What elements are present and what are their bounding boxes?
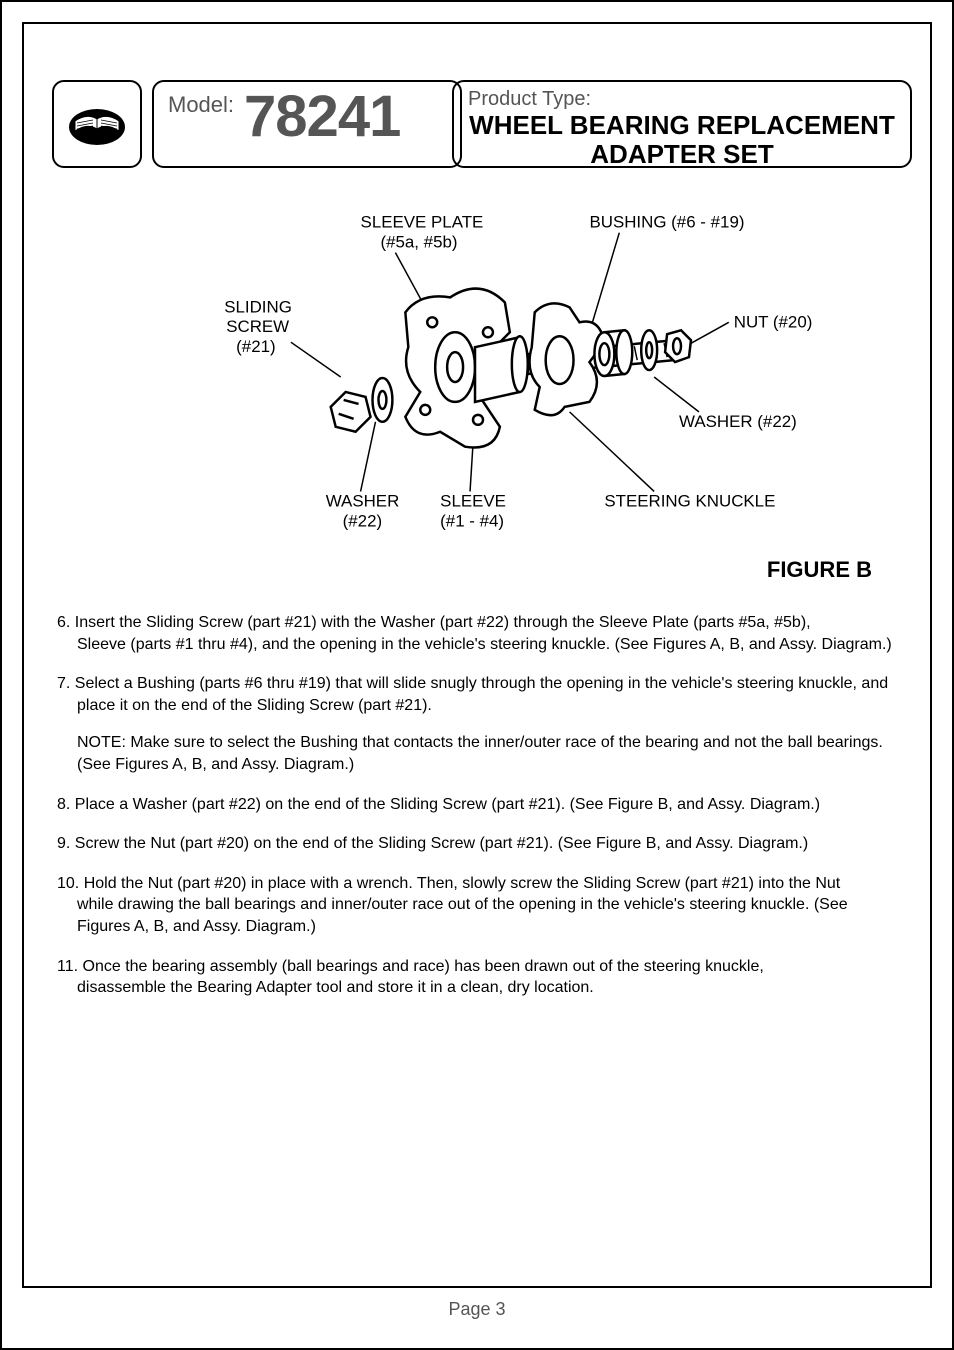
label-sliding-parts: (#21) (236, 337, 275, 356)
label-nut: NUT (#20) (734, 312, 813, 331)
instruction-text: Insert the Sliding Screw (part #21) with… (75, 614, 811, 631)
instruction-8: 8. Place a Washer (part #22) on the end … (57, 794, 897, 816)
diagram-area: SLEEVE PLATE (#5a, #5b) BUSHING (#6 - #1… (62, 182, 892, 582)
instruction-7: 7. Select a Bushing (parts #6 thru #19) … (57, 673, 897, 775)
instruction-number: 11. (57, 958, 78, 975)
instruction-continuation: place it on the end of the Sliding Screw… (77, 695, 897, 717)
instruction-text: Select a Bushing (parts #6 thru #19) tha… (75, 675, 888, 692)
instruction-10: 10. Hold the Nut (part #20) in place wit… (57, 873, 897, 938)
label-washer-right: WASHER (#22) (679, 412, 797, 431)
instruction-11: 11. Once the bearing assembly (ball bear… (57, 956, 897, 999)
figure-label: FIGURE B (767, 557, 872, 583)
label-bushing: BUSHING (#6 - #19) (589, 213, 744, 232)
figure-b-diagram: SLEEVE PLATE (#5a, #5b) BUSHING (#6 - #1… (62, 182, 892, 582)
label-sleeve-plate-parts: (#5a, #5b) (380, 233, 457, 252)
instruction-continuation: Sleeve (parts #1 thru #4), and the openi… (77, 634, 897, 656)
label-steering-knuckle: STEERING KNUCKLE (604, 491, 775, 510)
label-washer-left: WASHER (326, 491, 400, 510)
instruction-number: 9. (57, 835, 70, 852)
product-name-line2: ADAPTER SET (590, 139, 773, 169)
label-sleeve-plate: SLEEVE PLATE (361, 213, 484, 232)
assembly-drawing (331, 289, 691, 448)
label-sliding: SLIDING (224, 297, 292, 316)
product-box: Product Type: WHEEL BEARING REPLACEMENT … (452, 80, 912, 168)
instruction-text: Hold the Nut (part #20) in place with a … (84, 875, 841, 892)
instruction-number: 8. (57, 796, 70, 813)
instruction-number: 10. (57, 875, 79, 892)
label-screw: SCREW (226, 317, 289, 336)
instruction-continuation: disassemble the Bearing Adapter tool and… (77, 977, 897, 999)
label-sleeve-parts: (#1 - #4) (440, 511, 504, 530)
page: Model: 78241 Product Type: WHEEL BEARING… (0, 0, 954, 1350)
model-label: Model: (168, 88, 234, 118)
instruction-6: 6. Insert the Sliding Screw (part #21) w… (57, 612, 897, 655)
instruction-note: NOTE: Make sure to select the Bushing th… (77, 732, 897, 775)
instruction-text: Once the bearing assembly (ball bearings… (83, 958, 764, 975)
manual-icon (52, 80, 142, 168)
instruction-9: 9. Screw the Nut (part #20) on the end o… (57, 833, 897, 855)
page-footer: Page 3 (2, 1299, 952, 1320)
product-name-line1: WHEEL BEARING REPLACEMENT (469, 110, 895, 140)
product-name: WHEEL BEARING REPLACEMENT ADAPTER SET (468, 111, 896, 168)
instruction-number: 7. (57, 675, 70, 692)
instruction-text: Screw the Nut (part #20) on the end of t… (75, 835, 808, 852)
instruction-continuation: while drawing the ball bearings and inne… (77, 894, 897, 937)
product-type-label: Product Type: (468, 88, 896, 111)
instructions: 6. Insert the Sliding Screw (part #21) w… (57, 612, 897, 1017)
model-number: 78241 (244, 88, 400, 146)
label-sleeve: SLEEVE (440, 491, 506, 510)
header: Model: 78241 Product Type: WHEEL BEARING… (52, 80, 912, 168)
model-box: Model: 78241 (152, 80, 462, 168)
instruction-number: 6. (57, 614, 70, 631)
instruction-text: Place a Washer (part #22) on the end of … (75, 796, 820, 813)
label-washer-left-parts: (#22) (343, 511, 382, 530)
